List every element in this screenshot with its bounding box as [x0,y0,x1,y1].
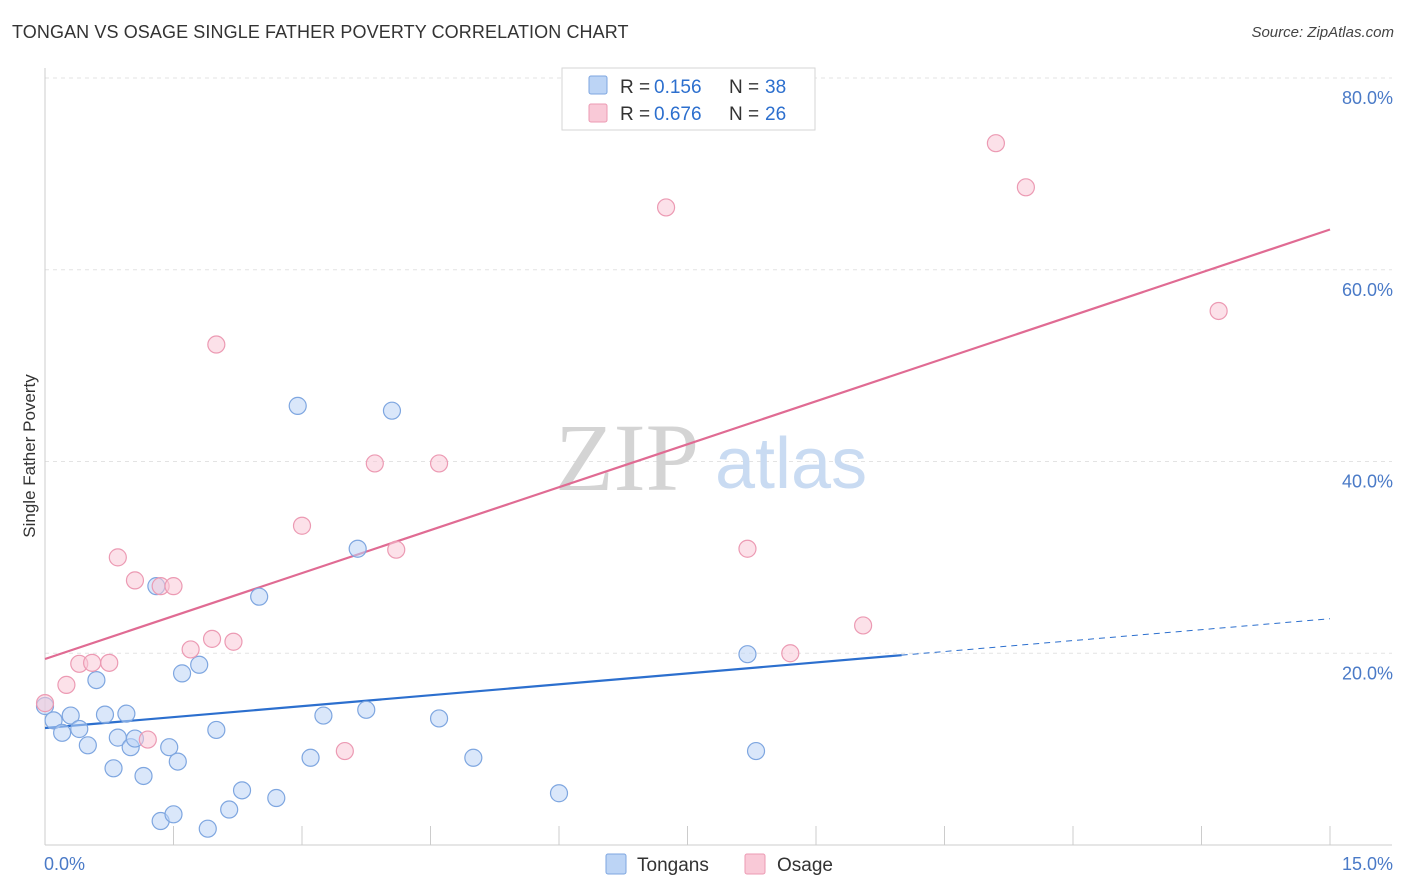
bottom-legend-swatch-tongans [605,853,627,875]
point-tongans-24 [232,781,252,800]
point-osage-11 [202,629,222,648]
point-tongans-37 [746,741,766,761]
point-osage-5 [108,548,127,567]
point-osage-4 [100,653,119,672]
watermark: ZIP atlas [555,404,867,511]
x-tick-label-max: 15.0% [1342,854,1393,874]
point-tongans-2 [53,723,72,742]
point-tongans-20 [190,655,209,674]
point-osage-7 [138,730,157,749]
point-tongans-21 [198,819,217,838]
axes [44,68,1392,846]
point-osage-16 [365,454,384,473]
watermark-zip: ZIP [555,404,699,511]
trend-lines [44,228,1331,730]
y-tick-label-20: 20.0% [1342,663,1393,683]
point-tongans-17 [164,805,183,824]
legend-r-value-osage: 0.676 [654,104,702,125]
point-osage-3 [83,653,102,672]
point-osage-18 [429,454,449,473]
point-tongans-18 [168,752,187,771]
point-tongans-32 [382,401,402,420]
point-osage-21 [781,644,800,663]
tick-labels: 20.0% 40.0% 60.0% 80.0% 0.0% 15.0% [44,88,1393,874]
bottom-legend: Tongans Osage [605,853,833,876]
point-tongans-35 [549,784,569,803]
y-tick-label-40: 40.0% [1342,472,1393,492]
top-legend: R = 0.156 N = 38 R = 0.676 N = 26 [561,67,816,131]
bottom-legend-label-tongans: Tongans [637,855,709,876]
bottom-legend-swatch-osage [744,853,766,875]
point-osage-9 [164,577,183,596]
trend-line-osage [44,228,1331,661]
legend-swatch-osage [588,103,608,123]
point-osage-24 [1016,178,1035,197]
point-tongans-28 [301,748,320,767]
point-tongans-23 [220,800,239,819]
point-tongans-33 [429,709,449,728]
trend-line-tongans-extrapolated [901,618,1331,656]
point-tongans-36 [738,645,757,664]
point-osage-13 [224,632,243,651]
point-tongans-34 [464,748,483,767]
legend-n-label-tongans: N = [729,77,759,98]
point-tongans-7 [95,705,115,724]
x-tick-label-min: 0.0% [44,854,85,874]
point-osage-1 [57,675,76,694]
y-tick-label-80: 80.0% [1342,88,1393,108]
watermark-atlas: atlas [715,424,867,504]
y-tick-label-60: 60.0% [1342,280,1393,300]
point-tongans-13 [134,766,153,786]
legend-n-label-osage: N = [729,104,759,125]
point-tongans-3 [61,706,80,725]
point-osage-12 [207,335,226,354]
point-osage-22 [854,616,873,635]
point-tongans-8 [104,759,123,778]
point-tongans-19 [172,664,192,683]
legend-swatch-tongans [588,75,608,95]
bottom-legend-label-osage: Osage [777,855,833,876]
legend-r-value-tongans: 0.156 [654,77,702,98]
point-osage-17 [387,540,406,559]
data-points [35,134,1228,838]
chart-title: TONGAN VS OSAGE SINGLE FATHER POVERTY CO… [12,22,629,42]
point-tongans-27 [288,396,307,415]
point-osage-25 [1209,301,1228,321]
point-osage-19 [656,198,676,217]
point-osage-14 [292,516,312,535]
point-tongans-10 [117,704,136,723]
point-tongans-1 [44,711,63,730]
point-osage-23 [986,134,1006,153]
point-tongans-4 [70,719,89,739]
point-tongans-6 [87,670,106,690]
legend-r-label-tongans: R = [620,77,650,98]
grid-lines [45,77,1392,654]
point-osage-10 [181,640,200,659]
trend-line-tongans [44,654,902,730]
point-tongans-16 [160,738,179,757]
point-tongans-30 [348,539,367,558]
point-tongans-22 [207,720,226,740]
point-tongans-25 [250,587,269,606]
chart-source: Source: ZipAtlas.com [1251,24,1394,41]
point-tongans-31 [357,700,376,719]
point-tongans-5 [78,736,97,755]
point-osage-15 [335,741,354,761]
point-osage-0 [35,694,55,713]
point-tongans-29 [314,706,333,725]
point-tongans-26 [267,788,286,808]
point-osage-20 [738,539,757,558]
legend-n-value-osage: 26 [765,104,786,125]
point-osage-6 [125,571,145,590]
legend-r-label-osage: R = [620,104,650,125]
y-axis-title: Single Father Poverty [20,374,39,538]
legend-n-value-tongans: 38 [765,77,786,98]
